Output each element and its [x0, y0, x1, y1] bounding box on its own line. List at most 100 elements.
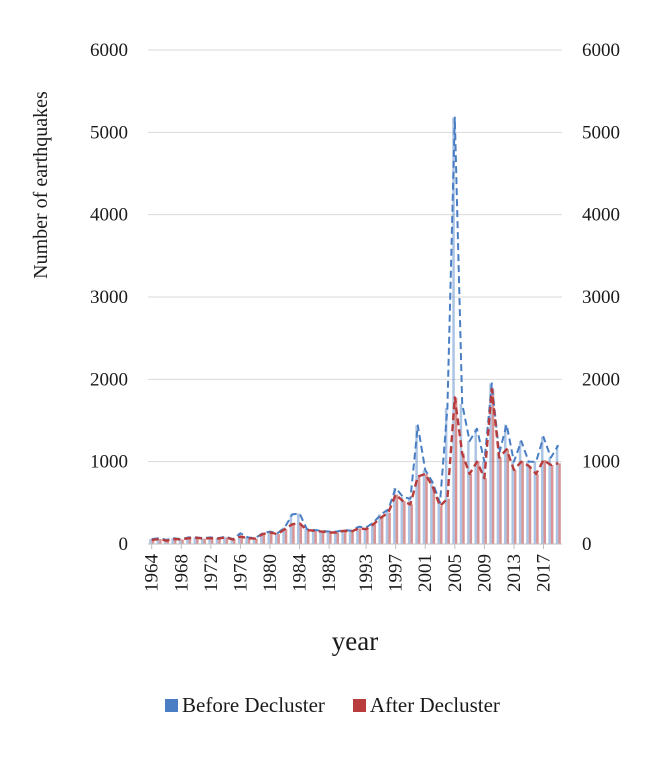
bar-after	[440, 506, 443, 544]
bar-before	[252, 538, 256, 544]
x-tick-label: 1976	[230, 554, 251, 592]
bar-before	[363, 527, 367, 544]
bar-before	[178, 539, 182, 544]
bar-before	[430, 482, 433, 544]
bar-after	[240, 536, 243, 544]
bar-after	[550, 464, 554, 544]
gridlines	[148, 49, 562, 463]
bar-before	[467, 441, 470, 544]
bar-after	[484, 478, 487, 544]
bar-after	[159, 539, 162, 544]
bar-before	[437, 502, 441, 544]
bar-after	[351, 531, 354, 544]
bar-before	[171, 538, 174, 544]
bar-after	[225, 537, 229, 544]
bar-after	[536, 474, 539, 544]
bar-after	[454, 397, 458, 544]
bar-after	[380, 517, 384, 544]
bar-after	[269, 532, 273, 544]
y-axis-title: Number of earthquakes	[30, 91, 52, 279]
bar-before	[223, 536, 226, 544]
bar-before	[444, 408, 448, 544]
x-tick-label: 1964	[142, 554, 163, 593]
bar-after	[403, 501, 406, 544]
bar-after	[262, 534, 266, 544]
bar-before	[163, 539, 167, 544]
series-lines	[151, 116, 560, 542]
bar-after	[321, 531, 325, 544]
bar-before	[260, 533, 263, 544]
bar-before	[496, 453, 500, 544]
bar-after	[188, 538, 192, 544]
x-axis-title: year	[332, 626, 378, 656]
bar-after	[410, 504, 413, 544]
bar-before	[407, 498, 411, 544]
y-tick-label-right: 1000	[582, 452, 620, 473]
bar-before	[481, 461, 485, 544]
x-tick-label: 2017	[534, 554, 555, 592]
legend-item-after: After Decluster	[352, 693, 500, 718]
bar-after	[476, 461, 480, 544]
y-axis-ticks-left: 0 1000 2000 3000 4000 5000 6000	[90, 40, 128, 555]
bar-after	[329, 532, 332, 544]
bar-before	[504, 424, 507, 544]
bar-before	[245, 537, 248, 544]
bar-before	[400, 497, 404, 544]
y-tick-label-right: 2000	[582, 369, 620, 390]
bar-after	[462, 453, 465, 544]
y-tick-label-right: 5000	[582, 122, 620, 143]
bar-before	[422, 469, 426, 544]
bar-after	[499, 457, 502, 544]
y-tick-label-left: 2000	[90, 369, 128, 390]
bar-after	[292, 524, 295, 544]
bar-after	[358, 528, 362, 544]
bar-before	[193, 537, 197, 544]
y-tick-label-right: 4000	[582, 205, 620, 226]
y-tick-label-left: 5000	[90, 122, 128, 143]
bar-before	[533, 461, 537, 544]
x-axis-ticks: 1964 1968 1972 1976 1980 1984 1988 1993 1997 2001…	[142, 544, 555, 592]
bar-before	[274, 533, 278, 544]
bar-before	[289, 514, 293, 544]
x-tick-label: 1972	[201, 554, 222, 592]
bar-before	[393, 488, 396, 544]
bar-after	[506, 449, 510, 544]
bar-after	[218, 538, 221, 544]
bar-before	[348, 530, 352, 544]
legend-swatch-after	[352, 699, 366, 712]
bar-before	[518, 441, 522, 544]
y-tick-label-left: 4000	[90, 205, 128, 226]
bar-before	[149, 539, 152, 544]
bar-before	[215, 538, 219, 544]
bar-before	[541, 436, 544, 544]
bar-before	[156, 538, 160, 544]
bar-after	[343, 530, 347, 544]
bar-after	[181, 539, 184, 544]
bar-before	[356, 526, 359, 544]
bar-before	[237, 533, 241, 544]
bar-after	[233, 539, 236, 544]
bar-after	[314, 530, 317, 544]
y-tick-label-left: 3000	[90, 287, 128, 308]
bar-before	[474, 428, 477, 544]
x-tick-label: 1980	[260, 554, 281, 592]
bar-after	[513, 469, 517, 544]
bar-after	[528, 465, 532, 544]
bar-after	[210, 538, 214, 544]
bar-after	[447, 498, 450, 544]
bar-before	[319, 530, 322, 544]
bar-after	[306, 530, 310, 544]
bar-before	[311, 530, 315, 544]
bar-after	[173, 539, 177, 544]
x-tick-label: 1984	[290, 554, 311, 593]
x-tick-label: 1997	[386, 554, 407, 592]
bar-after	[388, 512, 391, 544]
bar-after	[417, 476, 421, 544]
bar-after	[543, 460, 547, 544]
bar-before	[341, 530, 344, 544]
y-axis-ticks-right: 0 1000 2000 3000 4000 5000 6000	[582, 40, 620, 555]
bar-before	[452, 117, 455, 544]
bar-before	[385, 509, 389, 544]
x-tick-label: 2009	[474, 554, 495, 592]
bar-before	[334, 531, 337, 544]
